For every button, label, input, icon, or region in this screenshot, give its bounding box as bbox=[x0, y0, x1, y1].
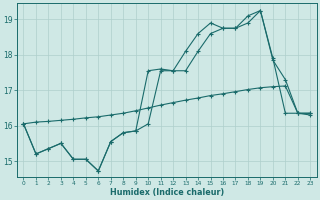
X-axis label: Humidex (Indice chaleur): Humidex (Indice chaleur) bbox=[110, 188, 224, 197]
